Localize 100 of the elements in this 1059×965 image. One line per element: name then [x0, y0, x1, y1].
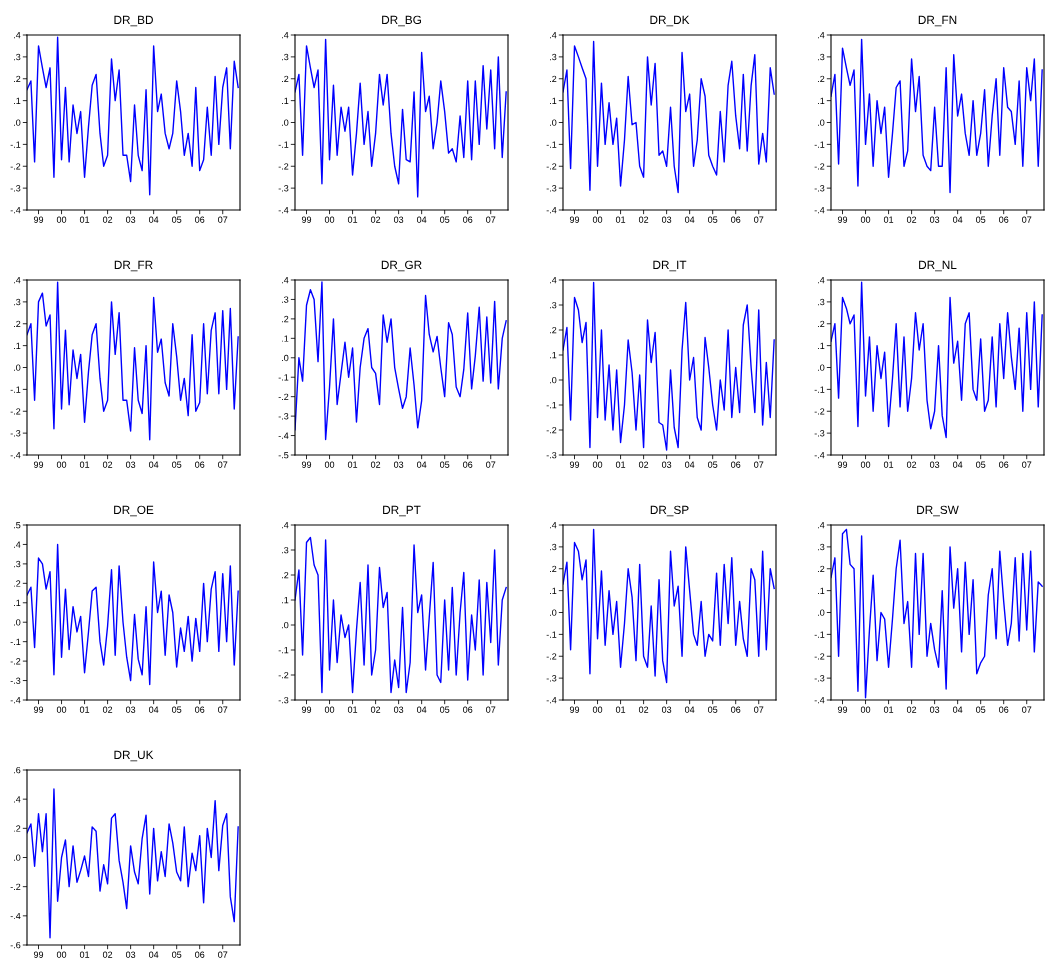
y-tick-label: .4: [14, 32, 21, 39]
x-tick-label: 02: [370, 461, 381, 468]
y-tick-label: .4: [550, 277, 557, 284]
chart-title: DR_BD: [114, 15, 153, 27]
x-tick-label: 99: [837, 706, 848, 713]
y-tick-label: -.2: [546, 653, 557, 660]
y-tick-label: -.2: [278, 163, 289, 170]
x-tick-label: 07: [754, 706, 764, 713]
y-tick-label: .0: [818, 364, 825, 371]
y-tick-label: -.4: [814, 697, 825, 704]
x-tick-label: 99: [569, 216, 580, 223]
y-tick-label: .4: [550, 32, 557, 39]
x-tick-label: 04: [952, 706, 963, 713]
x-tick-label: 03: [125, 461, 136, 468]
x-tick-label: 07: [218, 951, 228, 958]
y-tick-label: .2: [282, 75, 289, 83]
x-tick-label: 02: [102, 216, 113, 223]
x-tick-label: 02: [370, 706, 381, 713]
y-tick-label: .4: [550, 522, 557, 529]
x-tick-label: 99: [33, 951, 44, 958]
y-tick-label: -.1: [814, 631, 825, 638]
y-tick-label: -.1: [546, 141, 557, 148]
y-tick-label: -.4: [10, 912, 21, 920]
x-tick-label: 02: [370, 216, 381, 223]
y-tick-label: .2: [818, 320, 825, 328]
y-tick-label: .2: [818, 565, 825, 573]
y-tick-label: .2: [14, 580, 21, 587]
x-tick-label: 03: [393, 216, 404, 223]
x-tick-label: 06: [195, 461, 205, 468]
y-tick-label: .3: [282, 53, 289, 61]
x-tick-label: 01: [347, 706, 358, 713]
y-tick-label: -.4: [814, 452, 825, 459]
x-tick-label: 04: [416, 461, 427, 468]
y-tick-label: .4: [14, 796, 21, 803]
x-tick-label: 01: [347, 461, 358, 468]
chart-title: DR_SP: [650, 505, 689, 517]
x-tick-label: 02: [638, 706, 649, 713]
y-tick-label: .4: [282, 277, 289, 284]
x-tick-label: 03: [929, 706, 940, 713]
y-tick-label: .2: [14, 825, 21, 832]
x-tick-label: 07: [486, 461, 496, 468]
x-tick-label: 00: [592, 461, 603, 468]
y-tick-label: .4: [818, 32, 825, 39]
x-tick-label: 02: [906, 216, 917, 223]
y-tick-label: -.3: [10, 185, 21, 192]
x-tick-label: 01: [883, 216, 894, 223]
x-tick-label: 05: [708, 461, 718, 468]
x-tick-label: 03: [125, 951, 136, 958]
x-tick-label: 07: [218, 461, 228, 468]
x-tick-label: 01: [79, 706, 90, 713]
x-tick-label: 02: [102, 706, 113, 713]
y-tick-label: .1: [282, 335, 289, 342]
x-tick-label: 07: [1022, 706, 1032, 713]
y-tick-label: -.4: [814, 207, 825, 214]
x-tick-label: 06: [731, 706, 741, 713]
x-tick-label: 06: [999, 216, 1009, 223]
x-tick-label: 01: [79, 461, 90, 468]
x-tick-label: 05: [172, 461, 182, 468]
y-tick-label: -.1: [10, 386, 21, 393]
y-tick-label: .3: [282, 296, 289, 303]
x-tick-label: 00: [860, 706, 871, 713]
y-tick-label: -.4: [10, 207, 21, 214]
x-tick-label: 05: [440, 216, 450, 223]
line-series: [563, 40, 775, 194]
y-tick-label: .0: [282, 621, 289, 629]
y-tick-label: .4: [282, 522, 289, 529]
x-tick-label: 01: [615, 461, 626, 468]
x-tick-label: 00: [324, 461, 335, 468]
y-tick-label: -.2: [10, 658, 21, 665]
x-tick-label: 03: [393, 461, 404, 468]
y-tick-label: -.3: [546, 451, 557, 459]
x-tick-label: 07: [1022, 216, 1032, 223]
x-tick-label: 07: [754, 461, 764, 468]
x-tick-label: 04: [684, 461, 695, 468]
x-tick-label: 00: [860, 461, 871, 468]
x-tick-label: 00: [56, 706, 67, 713]
chart-title: DR_SW: [917, 505, 959, 517]
y-tick-label: -.1: [278, 647, 289, 654]
x-tick-label: 99: [569, 461, 580, 468]
line-series: [295, 536, 507, 694]
y-tick-label: -.3: [814, 430, 825, 437]
y-tick-label: .0: [818, 609, 825, 616]
y-tick-label: -.2: [10, 408, 21, 415]
x-tick-label: 06: [731, 461, 741, 468]
x-tick-label: 04: [684, 706, 695, 713]
x-tick-label: 02: [102, 461, 113, 468]
x-tick-label: 99: [837, 461, 848, 468]
x-tick-label: 03: [393, 706, 404, 713]
x-tick-label: 03: [929, 461, 940, 468]
y-tick-label: -.4: [10, 697, 21, 704]
y-tick-label: -.3: [814, 675, 825, 682]
x-tick-label: 03: [661, 216, 672, 223]
x-tick-label: 07: [1022, 461, 1032, 468]
y-tick-label: -.1: [546, 402, 557, 409]
x-tick-label: 01: [883, 706, 894, 713]
x-tick-label: 02: [906, 461, 917, 468]
y-tick-label: .3: [818, 298, 825, 306]
y-tick-label: .0: [14, 619, 21, 626]
y-tick-label: -.1: [814, 386, 825, 393]
y-tick-label: .2: [550, 565, 557, 573]
